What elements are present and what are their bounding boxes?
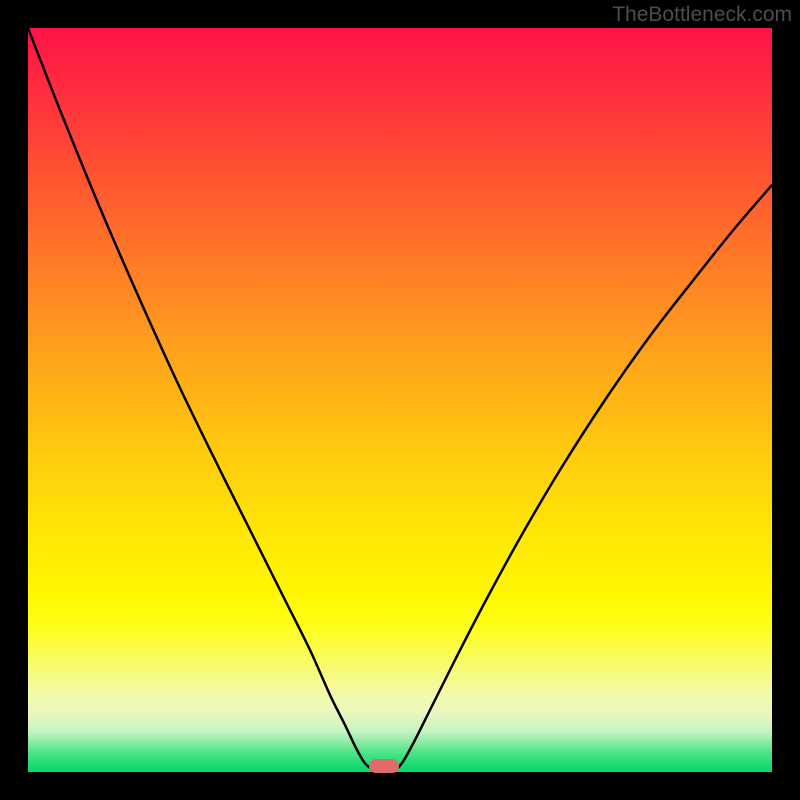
optimal-marker: [369, 759, 399, 773]
bottleneck-curve: [28, 28, 772, 772]
watermark-text: TheBottleneck.com: [612, 3, 792, 27]
chart-container: { "watermark": { "text": "TheBottleneck.…: [0, 0, 800, 800]
plot-area: [28, 28, 772, 772]
